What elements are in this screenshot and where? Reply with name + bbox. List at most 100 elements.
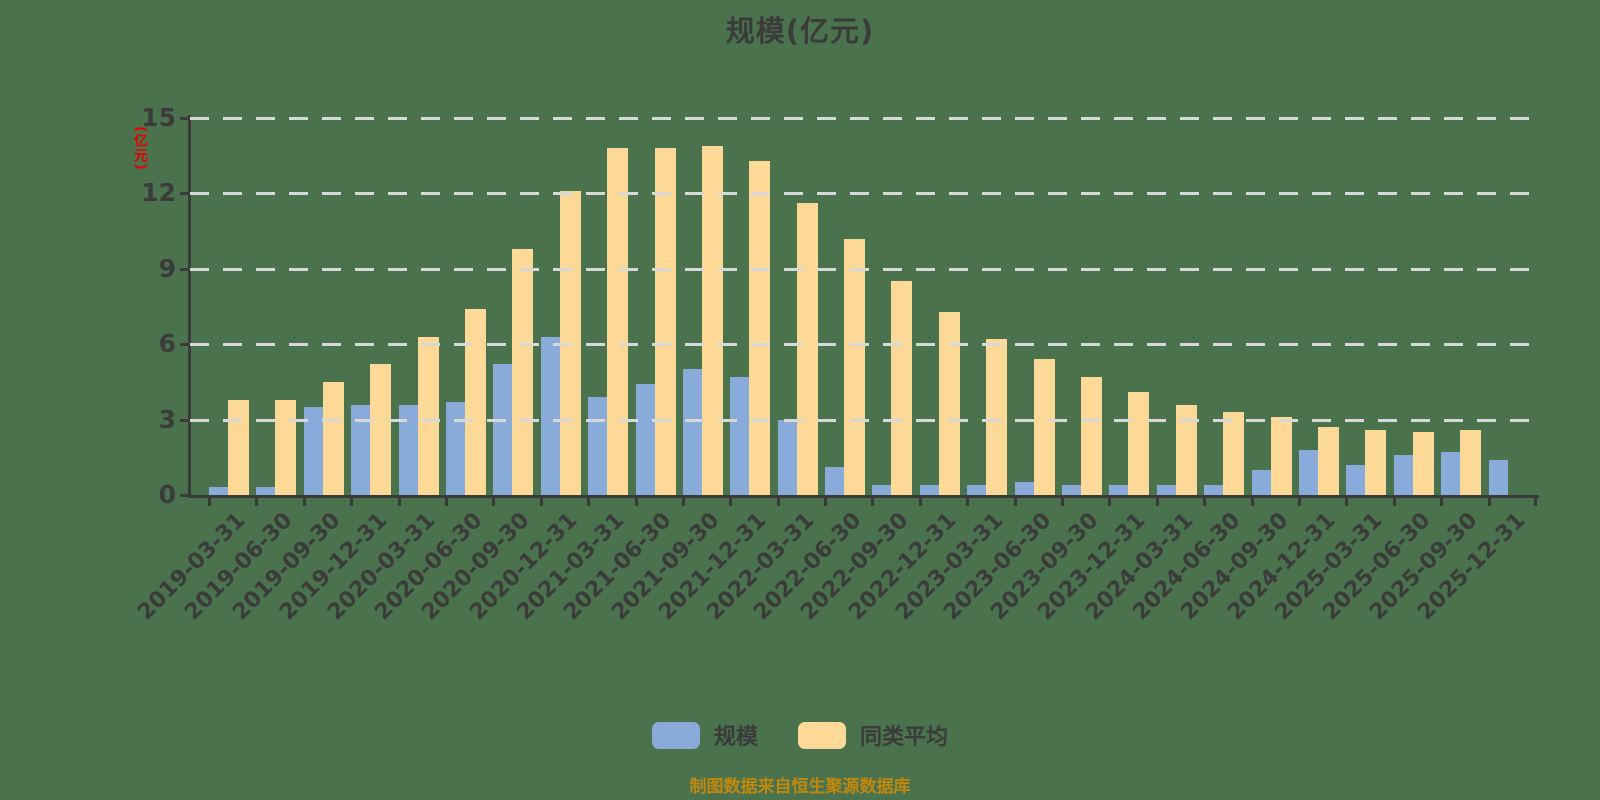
gridline-y-12: [190, 192, 1536, 196]
gridline-y-6: [190, 343, 1536, 347]
bar-同类平均-2025-06-30[interactable]: [1412, 432, 1434, 495]
y-axis-unit-label: (亿元): [132, 126, 148, 171]
bar-规模-2019-03-31[interactable]: [209, 487, 228, 495]
bar-规模-2025-03-31[interactable]: [1346, 464, 1366, 495]
bar-group-2022-09-30: 2022-09-30: [797, 118, 919, 625]
bar-规模-2021-06-30[interactable]: [635, 384, 655, 495]
x-axis-tick: [634, 497, 638, 506]
bar-group-2019-12-31: 2019-12-31: [275, 118, 398, 625]
bar-group-2024-06-30: 2024-06-30: [1128, 118, 1251, 625]
bar-规模-2020-12-31[interactable]: [540, 336, 560, 495]
legend-label: 同类平均: [860, 725, 949, 750]
bar-同类平均-2024-03-31[interactable]: [1175, 404, 1197, 495]
bar-同类平均-2024-12-31[interactable]: [1317, 427, 1339, 495]
legend-label: 规模: [713, 725, 758, 750]
bar-同类平均-2019-12-31[interactable]: [370, 364, 392, 495]
bar-同类平均-2021-03-31[interactable]: [607, 148, 629, 495]
bar-同类平均-2022-03-31[interactable]: [796, 203, 818, 495]
bar-同类平均-2023-06-30[interactable]: [1033, 359, 1055, 495]
bar-同类平均-2020-09-30[interactable]: [512, 248, 534, 495]
bar-规模-2021-12-31[interactable]: [730, 376, 750, 495]
bar-group-2020-03-31: 2020-03-31: [323, 118, 446, 625]
bar-group-2024-12-31: 2024-12-31: [1223, 118, 1346, 625]
bar-group-2023-09-30: 2023-09-30: [986, 118, 1109, 625]
plot-area: 2019-03-31 2019-06-30 2019-09-30 2019-12-31…: [133, 105, 1539, 625]
bar-group-2024-03-31: 2024-03-31: [1081, 118, 1204, 625]
bar-同类平均-2022-09-30[interactable]: [891, 281, 913, 495]
bar-同类平均-2019-06-30[interactable]: [275, 399, 297, 495]
bar-规模-2023-03-31[interactable]: [967, 484, 987, 495]
bar-规模-2024-06-30[interactable]: [1204, 484, 1224, 495]
bar-group-2020-06-30: 2020-06-30: [370, 118, 493, 625]
bar-规模-2021-03-31[interactable]: [588, 396, 608, 495]
bar-同类平均-2024-09-30[interactable]: [1270, 417, 1292, 495]
bar-规模-2024-12-31[interactable]: [1298, 449, 1318, 495]
bar-规模-2023-12-31[interactable]: [1109, 484, 1129, 495]
bar-规模-2023-06-30[interactable]: [1014, 482, 1034, 495]
bar-规模-2025-06-30[interactable]: [1393, 454, 1413, 495]
bar-规模-2025-12-31[interactable]: [1488, 459, 1508, 495]
bar-规模-2023-09-30[interactable]: [1062, 484, 1082, 495]
bar-同类平均-2019-09-30[interactable]: [322, 381, 344, 495]
x-axis-tick: [1013, 497, 1017, 506]
x-axis-tick: [1061, 497, 1065, 506]
x-axis-tick: [729, 497, 733, 506]
chart-title: 规模(亿元): [725, 14, 875, 48]
bar-规模-2019-06-30[interactable]: [256, 487, 276, 495]
y-axis-tick-label: 12: [141, 178, 176, 208]
bar-规模-2020-09-30[interactable]: [493, 364, 513, 495]
gridline-y-15: [190, 117, 1536, 120]
x-axis-tick: [350, 497, 354, 506]
bar-同类平均-2021-09-30[interactable]: [701, 145, 723, 495]
bar-规模-2025-09-30[interactable]: [1441, 452, 1461, 495]
bar-group-2023-03-31: 2023-03-31: [891, 118, 1014, 625]
bar-同类平均-2022-12-31[interactable]: [938, 311, 960, 495]
bar-规模-2019-09-30[interactable]: [303, 407, 323, 495]
bar-规模-2022-09-30[interactable]: [872, 484, 892, 495]
y-axis-line: [188, 115, 191, 498]
x-axis-tick: [871, 497, 875, 506]
bar-同类平均-2020-06-30[interactable]: [464, 309, 486, 495]
bar-group-2019-09-30: 2019-09-30: [228, 118, 351, 625]
x-axis-tick: [397, 497, 401, 506]
bars-container: 2019-03-31 2019-06-30 2019-09-30 2019-12-31…: [133, 118, 1536, 625]
x-axis-tick: [208, 497, 211, 506]
bar-同类平均-2019-03-31[interactable]: [228, 399, 249, 495]
bar-规模-2024-03-31[interactable]: [1156, 484, 1176, 495]
bar-规模-2019-12-31[interactable]: [351, 404, 371, 495]
bar-group-2021-09-30: 2021-09-30: [607, 118, 730, 625]
y-axis-tick: [180, 343, 189, 347]
bar-同类平均-2020-03-31[interactable]: [417, 336, 439, 495]
bar-规模-2022-06-30[interactable]: [825, 467, 845, 495]
y-axis-tick-label: 9: [158, 253, 176, 283]
y-axis-tick: [180, 117, 189, 120]
bar-规模-2024-09-30[interactable]: [1251, 469, 1271, 495]
bar-同类平均-2022-06-30[interactable]: [844, 238, 866, 495]
y-axis-tick-label: 0: [158, 480, 176, 509]
bar-同类平均-2025-09-30[interactable]: [1460, 429, 1482, 495]
x-axis-tick: [1250, 497, 1254, 506]
bar-同类平均-2023-12-31[interactable]: [1128, 391, 1150, 495]
legend-item-规模[interactable]: 规模: [651, 719, 758, 751]
bar-同类平均-2023-09-30[interactable]: [1081, 376, 1103, 495]
gridline-y-9: [190, 267, 1536, 271]
bar-规模-2020-03-31[interactable]: [398, 404, 418, 495]
legend-item-同类平均[interactable]: 同类平均: [798, 719, 948, 751]
bar-规模-2022-12-31[interactable]: [919, 484, 939, 495]
bar-规模-2022-03-31[interactable]: [777, 419, 797, 495]
x-axis-tick: [444, 497, 448, 506]
bar-规模-2021-09-30[interactable]: [682, 369, 702, 495]
bar-group-2021-06-30: 2021-06-30: [560, 118, 683, 625]
bar-同类平均-2024-06-30[interactable]: [1223, 412, 1245, 495]
x-axis-tick: [302, 497, 306, 506]
bar-同类平均-2023-03-31[interactable]: [986, 339, 1008, 495]
bar-group-2019-03-31: 2019-03-31: [133, 118, 256, 625]
x-axis-tick: [539, 497, 543, 506]
bar-规模-2020-06-30[interactable]: [445, 402, 465, 495]
x-axis-tick: [587, 497, 591, 506]
legend: 规模 同类平均: [0, 719, 1600, 751]
bar-同类平均-2021-06-30[interactable]: [654, 148, 676, 495]
bar-同类平均-2025-03-31[interactable]: [1365, 429, 1387, 495]
bar-同类平均-2021-12-31[interactable]: [749, 160, 771, 495]
